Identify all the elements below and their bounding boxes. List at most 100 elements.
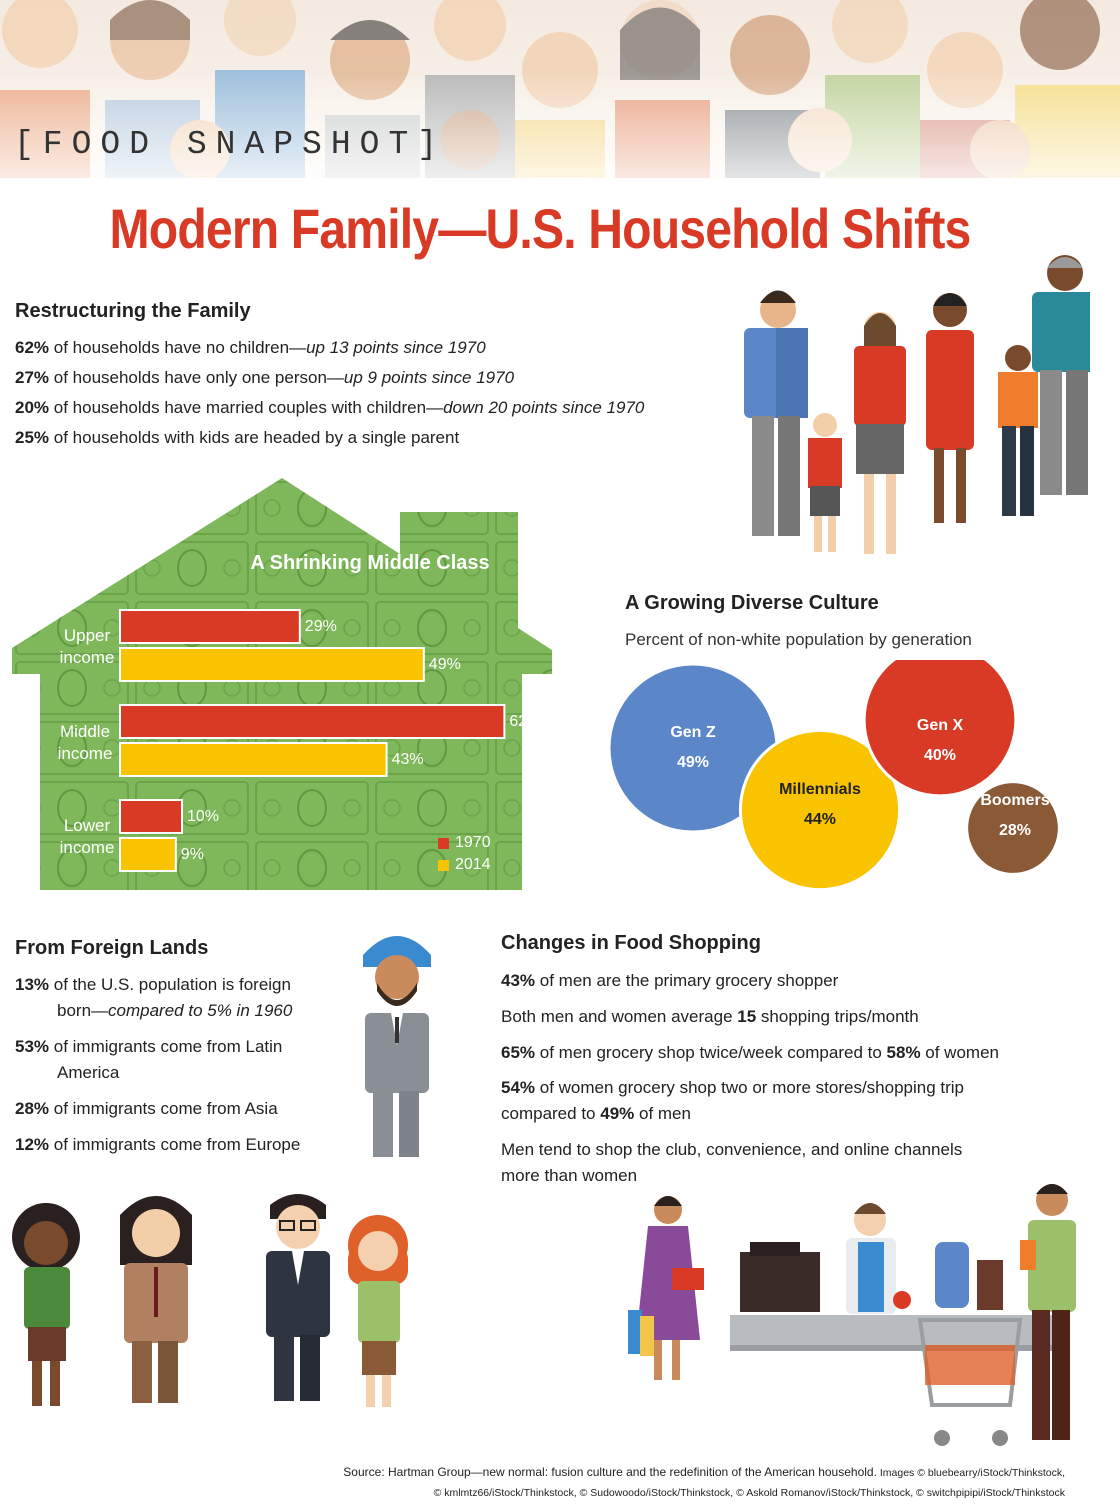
- diverse-culture-subtitle: Percent of non-white population by gener…: [625, 630, 972, 649]
- restructuring-item: 27% of households have only one person—u…: [15, 368, 514, 388]
- stat-pct: 12%: [15, 1135, 50, 1154]
- stat-text: shopping trips/month: [756, 1007, 919, 1026]
- stat-note: up 13 points since 1970: [306, 338, 486, 357]
- category-label-upper: Upper income: [47, 625, 127, 669]
- stat-pct: 54%: [501, 1078, 536, 1097]
- legend-swatch: [438, 859, 449, 871]
- bubble-label-genx: Gen X 40%: [880, 711, 1000, 771]
- bar-value-label: 62%: [509, 713, 542, 730]
- shopping-item: 65% of men grocery shop twice/week compa…: [501, 1043, 999, 1063]
- stat-pct: 27%: [15, 368, 50, 387]
- source-note: Source: Hartman Group—new normal: fusion…: [343, 1462, 1065, 1503]
- restructuring-item: 62% of households have no children—up 13…: [15, 338, 486, 358]
- bubble-category: Gen X: [916, 717, 964, 734]
- shopping-heading: Changes in Food Shopping: [501, 932, 761, 954]
- legend-item-1970: 1970: [438, 834, 491, 852]
- header-banner: [FOOD SNAPSHOT]: [0, 0, 1120, 178]
- bar-upper-income-1970: [119, 609, 301, 644]
- image-credits: Images © bluebearry/iStock/Thinkstock,: [876, 1467, 1065, 1479]
- stat-pct: 58%: [886, 1043, 921, 1062]
- bar-value-label: 10%: [187, 808, 220, 825]
- stat-text: compared to: [501, 1104, 601, 1123]
- shopping-item: Both men and women average 15 shopping t…: [501, 1007, 919, 1027]
- stat-pct: 65%: [501, 1043, 536, 1062]
- foreign-item-continued: born—compared to 5% in 1960: [57, 1001, 292, 1021]
- stat-text: of women grocery shop two or more stores…: [535, 1078, 965, 1097]
- stat-note: compared to 5% in 1960: [108, 1001, 293, 1020]
- stat-text: of men grocery shop twice/week compared …: [535, 1043, 887, 1062]
- foreign-heading: From Foreign Lands: [15, 937, 209, 959]
- bubble-boomers: [965, 780, 1061, 876]
- immigrant-man-illustration: [363, 936, 431, 1157]
- bubble-category: Millennials: [779, 781, 861, 798]
- stat-text: of men: [634, 1104, 691, 1123]
- stat-text: of households have no children—: [49, 338, 307, 357]
- image-credits: © kmlmtz66/iStock/Thinkstock, © Sudowood…: [433, 1487, 1065, 1499]
- bubble-value: 40%: [923, 747, 957, 764]
- bubble-millennials: [738, 728, 902, 892]
- legend-label: 1970: [455, 834, 491, 851]
- bubble-value: 49%: [676, 754, 710, 771]
- stat-text: of the U.S. population is foreign: [49, 975, 291, 994]
- bubble-value: 28%: [998, 822, 1032, 839]
- immigrants-illustration: [12, 1194, 408, 1407]
- shopping-item-continued: compared to 49% of men: [501, 1104, 691, 1124]
- stat-pct: 20%: [15, 398, 50, 417]
- restructuring-item: 20% of households have married couples w…: [15, 398, 644, 418]
- stat-text: America: [57, 1063, 120, 1082]
- source-line: Source: Hartman Group—new normal: fusion…: [343, 1465, 877, 1479]
- stat-text: born—: [57, 1001, 109, 1020]
- shopping-item: Men tend to shop the club, convenience, …: [501, 1140, 962, 1160]
- family-illustration: [744, 255, 1090, 554]
- bar-middle-income-1970: [119, 704, 506, 739]
- bar-value-label: 49%: [428, 656, 461, 673]
- stat-pct: 49%: [600, 1104, 635, 1123]
- legend-swatch: [438, 837, 449, 849]
- bar-lower-income-1970: [119, 799, 183, 834]
- bubble-category: Gen Z: [670, 724, 716, 741]
- bubble-label-genz: Gen Z 49%: [633, 718, 753, 778]
- grocery-store-illustration: [628, 1184, 1076, 1446]
- foreign-item-continued: America: [57, 1063, 119, 1083]
- bubble-label-boomers: Boomers 28%: [955, 786, 1075, 846]
- bubble-value: 44%: [803, 811, 837, 828]
- diverse-culture-heading: A Growing Diverse Culture: [625, 592, 879, 614]
- stat-text: Men tend to shop the club, convenience, …: [501, 1140, 963, 1159]
- foreign-item: 13% of the U.S. population is foreign: [15, 975, 291, 995]
- stat-pct: 53%: [15, 1037, 50, 1056]
- bar-middle-income-2014: [119, 742, 388, 777]
- category-line: Middle: [59, 722, 111, 741]
- stat-num: 15: [737, 1007, 757, 1026]
- category-line: Upper: [63, 626, 111, 645]
- category-line: Lower: [63, 816, 111, 835]
- bar-value-label: 43%: [391, 751, 424, 768]
- shopping-item: 43% of men are the primary grocery shopp…: [501, 971, 838, 991]
- bubble-gen-x: [862, 660, 1018, 798]
- bar-value-label: 9%: [180, 846, 204, 863]
- category-label-middle: Middle income: [45, 721, 125, 765]
- middle-class-bar-chart: [119, 609, 506, 872]
- page-title: Modern Family—U.S. Household Shifts: [109, 197, 972, 260]
- category-line: income: [59, 838, 115, 857]
- category-label-lower: Lower income: [47, 815, 127, 859]
- foreign-item: 53% of immigrants come from Latin: [15, 1037, 282, 1057]
- foreign-item: 28% of immigrants come from Asia: [15, 1099, 278, 1119]
- stat-note: down 20 points since 1970: [443, 398, 645, 417]
- bar-value-label: 29%: [304, 618, 337, 635]
- stat-text: of households have married couples with …: [49, 398, 444, 417]
- stat-pct: 13%: [15, 975, 50, 994]
- stat-text: of households with kids are headed by a …: [49, 428, 460, 447]
- restructuring-item: 25% of households with kids are headed b…: [15, 428, 459, 448]
- stat-pct: 28%: [15, 1099, 50, 1118]
- stat-text: of immigrants come from Asia: [49, 1099, 278, 1118]
- stat-text: of immigrants come from Europe: [49, 1135, 301, 1154]
- banner-fade: [0, 0, 1120, 178]
- diverse-culture-bubble-chart: [607, 660, 1061, 892]
- stat-pct: 62%: [15, 338, 50, 357]
- foreign-item: 12% of immigrants come from Europe: [15, 1135, 300, 1155]
- snapshot-label: [FOOD SNAPSHOT]: [14, 126, 447, 163]
- bar-lower-income-2014: [119, 837, 177, 872]
- legend-item-2014: 2014: [438, 856, 491, 874]
- stat-pct: 43%: [501, 971, 536, 990]
- category-line: income: [57, 744, 113, 763]
